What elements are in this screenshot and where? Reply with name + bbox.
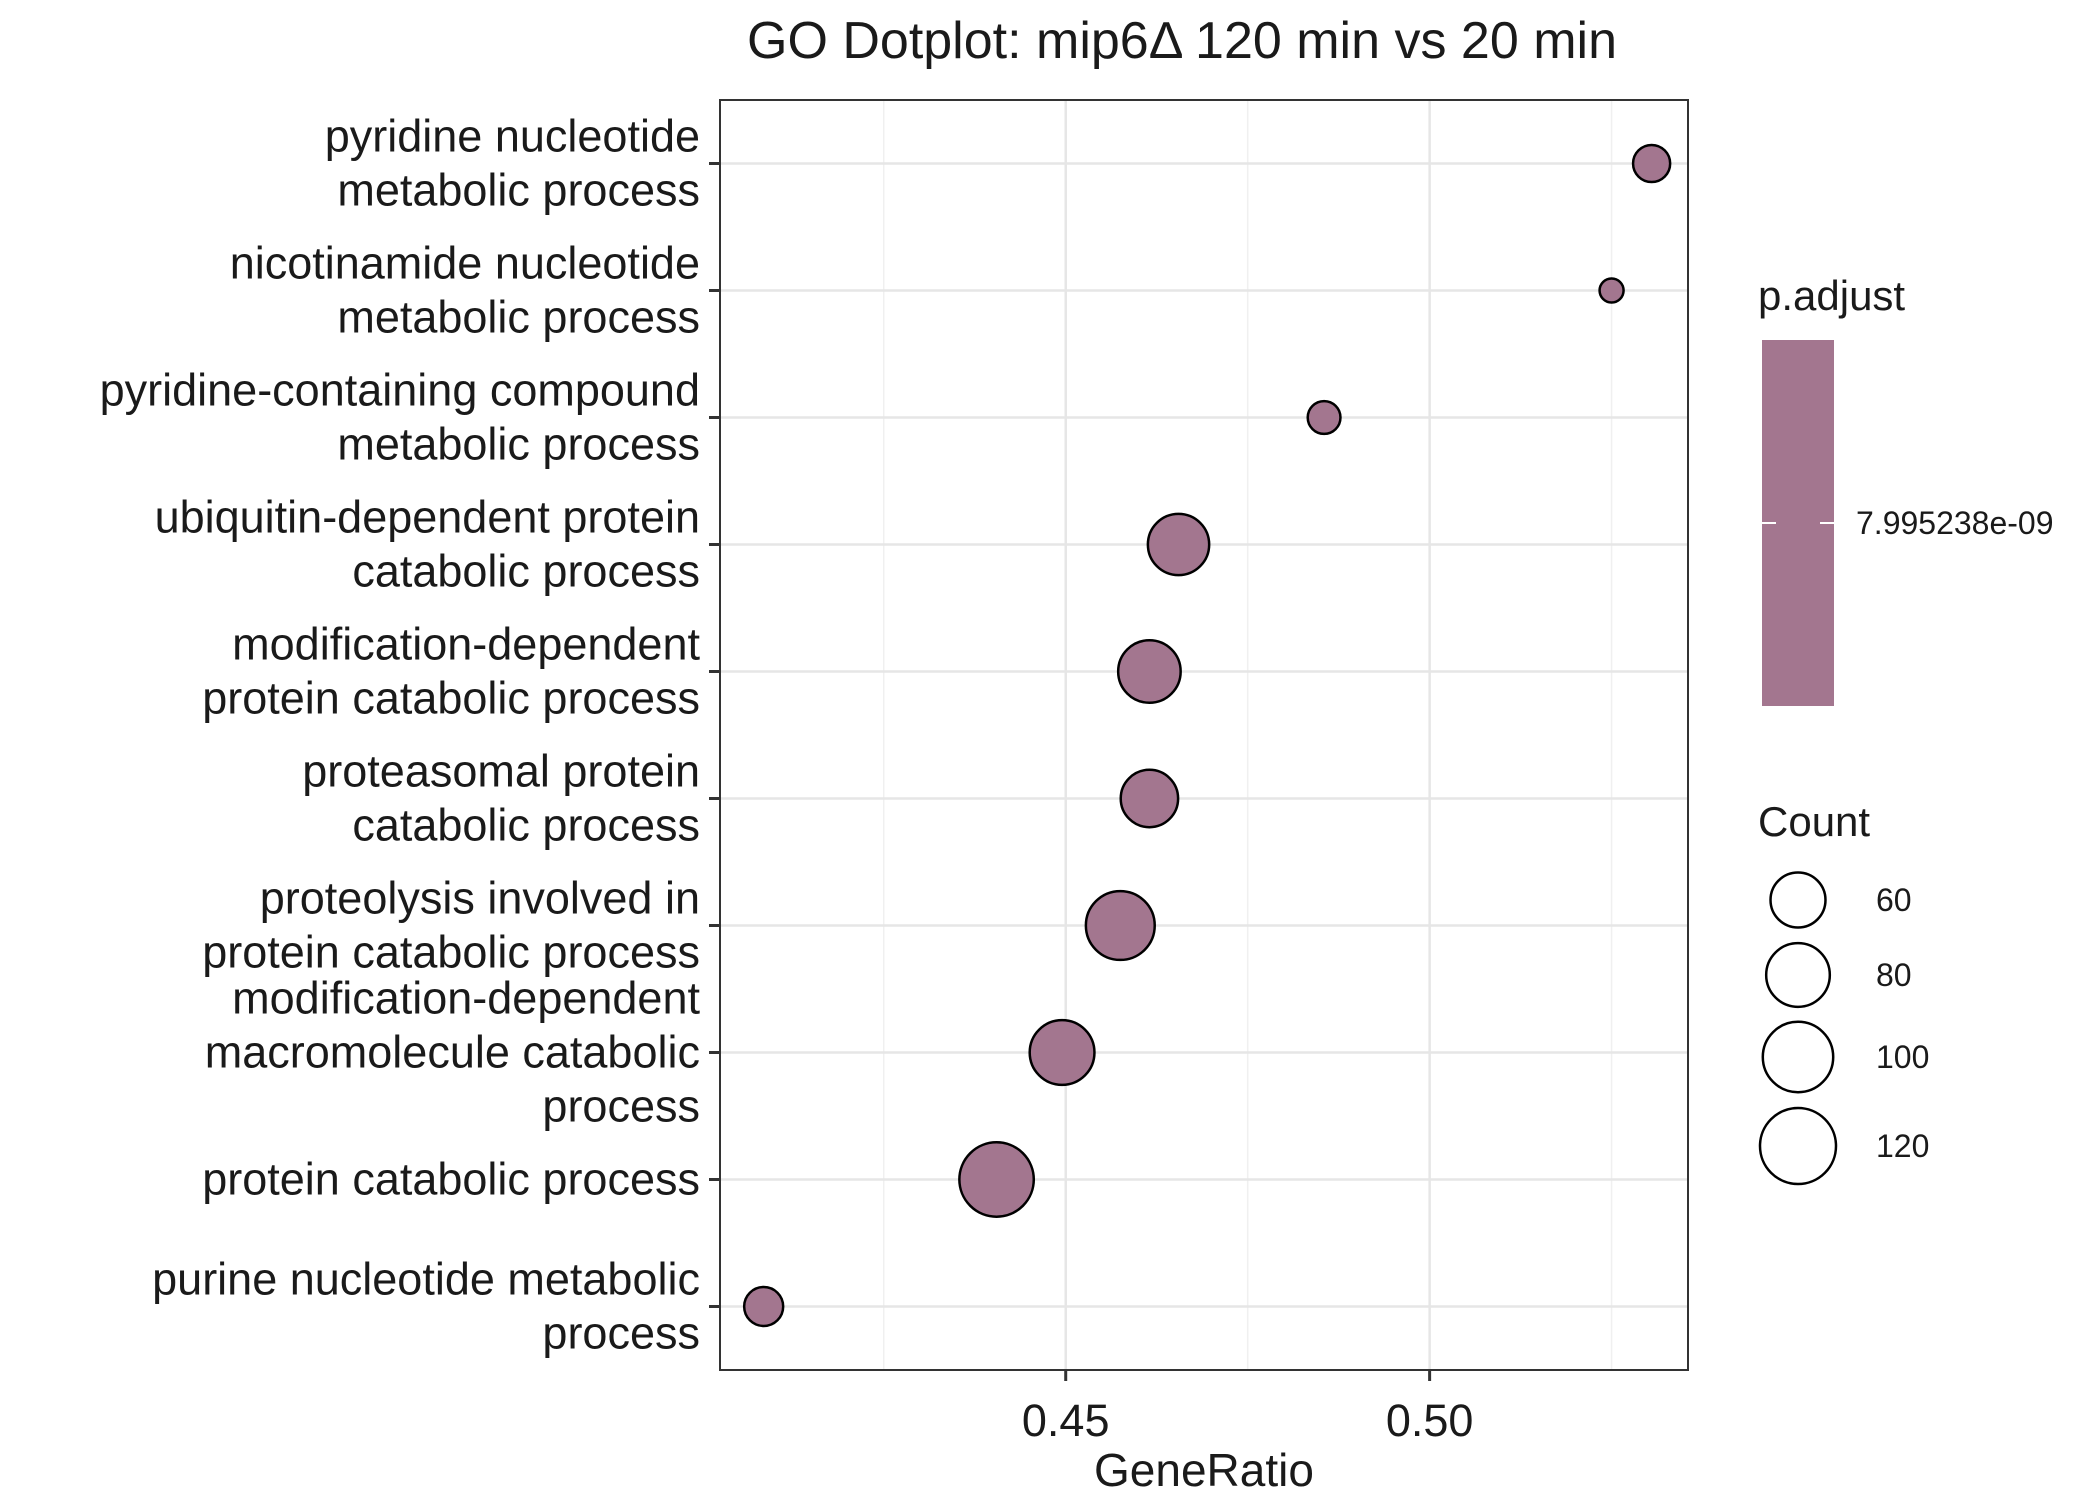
legend-size-title: Count [1758,798,1870,845]
data-point [1631,143,1672,184]
y-tick-label: proteolysis involved in protein catabolic… [202,873,700,978]
data-points [742,143,1672,1328]
y-tick-label: pyridine-containing compound metabolic pr… [100,365,700,470]
y-tick-label: nicotinamide nucleotide metabolic process [230,238,700,343]
data-point [1306,399,1342,436]
data-point [958,1141,1036,1218]
legend-color-title: p.adjust [1758,272,1905,319]
plot-area [719,99,1689,1371]
minor-gridlines [883,100,1613,1370]
legend-size-label: 100 [1876,1039,1929,1075]
legend-size-label: 60 [1876,882,1912,918]
x-axis: 0.45 0.50 [1022,1370,1474,1446]
data-point [1146,512,1211,577]
y-tick-label: protein catabolic process [202,1154,700,1205]
legend-size-label: 120 [1876,1128,1929,1164]
x-axis-label: GeneRatio [1094,1444,1314,1496]
plot-border [719,99,1689,1371]
y-tick-label: modification-dependent macromolecule cata… [205,973,701,1132]
legend-size-circle [1761,1020,1835,1094]
data-point [1116,639,1182,704]
y-axis: pyridine nucleotide metabolic process nico… [100,111,720,1359]
x-tick-label: 0.50 [1386,1395,1474,1446]
chart-title: GO Dotplot: mip6Δ 120 min vs 20 min [747,12,1617,70]
data-point [742,1285,785,1328]
data-point [1084,889,1156,962]
legend-size-circle [1769,871,1827,929]
legend-size-circle [1758,1106,1838,1186]
y-tick-label: purine nucleotide metabolic process [152,1254,700,1359]
data-point [1028,1018,1096,1087]
y-tick-label: ubiquitin-dependent protein catabolic pro… [155,492,700,597]
y-tick-label: pyridine nucleotide metabolic process [325,111,700,216]
y-tick-label: proteasomal protein catabolic process [302,746,700,851]
major-gridlines [720,100,1688,1370]
plot-background [720,100,1688,1370]
legend-size: Count 60 80 100 120 [1758,798,1929,1186]
data-point [1598,277,1625,304]
legend-colorbar-label: 7.995238e-09 [1856,505,2054,541]
legend-size-label: 80 [1876,957,1912,993]
x-tick-label: 0.45 [1022,1395,1110,1446]
y-tick-label: modification-dependent protein catabolic … [202,619,700,724]
data-point [1119,768,1180,829]
legend-color: p.adjust 7.995238e-09 [1758,272,2054,706]
legend-size-circle [1764,941,1832,1009]
